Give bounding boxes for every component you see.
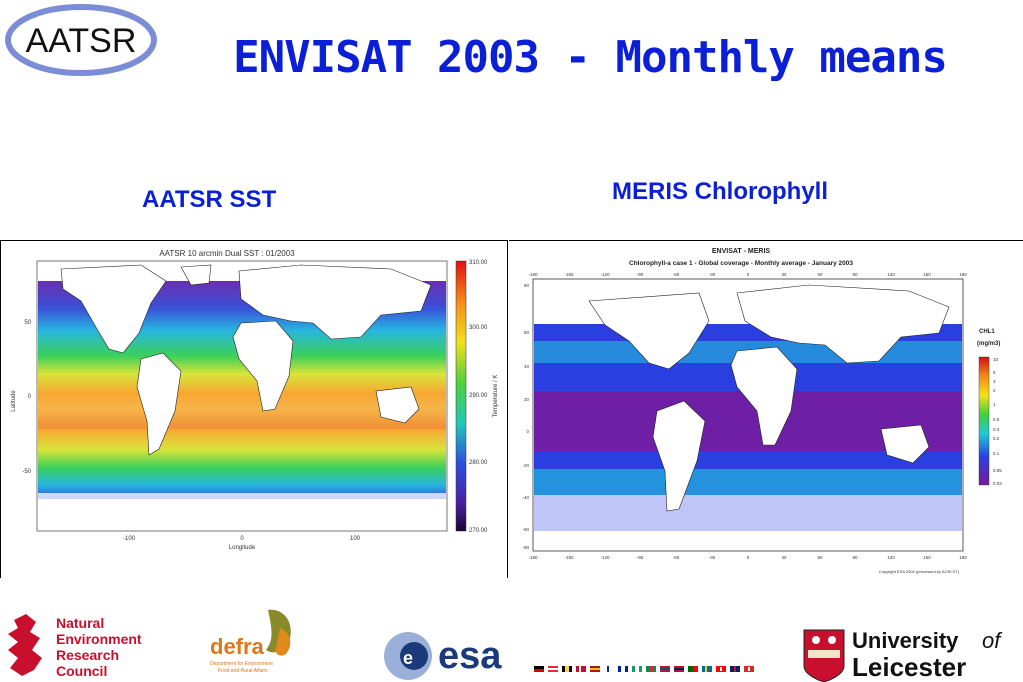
svg-text:90: 90 — [852, 272, 858, 277]
svg-text:120: 120 — [887, 555, 895, 560]
uni-city: Leicester — [852, 652, 966, 682]
svg-text:-90: -90 — [637, 272, 644, 277]
sst-x-tick: -100 — [123, 536, 136, 542]
chl-lon-ticks-bottom: -180 -150 -120 -90 -60 -30 0 30 60 90 12… — [528, 555, 967, 560]
sst-colorbar-tick: 310.00 — [469, 260, 488, 266]
svg-text:10: 10 — [993, 357, 999, 362]
uni-name: University — [852, 628, 959, 653]
svg-text:-150: -150 — [564, 272, 574, 277]
svg-text:-60: -60 — [673, 272, 680, 277]
svg-text:-60: -60 — [522, 527, 529, 532]
svg-text:40: 40 — [524, 364, 530, 369]
svg-text:0.3: 0.3 — [993, 427, 1000, 432]
svg-text:180: 180 — [959, 272, 967, 277]
svg-text:80: 80 — [524, 283, 530, 288]
aatsr-logo: AATSR — [5, 4, 157, 76]
chl-lat-ticks: 80 60 40 20 0 -20 -40 -60 -80 — [522, 283, 529, 550]
sst-x-axis-label: Longitude — [229, 545, 256, 551]
svg-text:3: 3 — [993, 379, 996, 384]
svg-text:5: 5 — [993, 370, 996, 375]
svg-text:-180: -180 — [528, 272, 538, 277]
svg-text:-80: -80 — [522, 545, 529, 550]
svg-text:0: 0 — [747, 555, 750, 560]
svg-text:0: 0 — [526, 429, 529, 434]
defra-subtitle: Food and Rural Affairs — [218, 668, 268, 674]
svg-text:-180: -180 — [528, 555, 538, 560]
svg-text:150: 150 — [923, 555, 931, 560]
svg-text:60: 60 — [817, 555, 823, 560]
svg-text:180: 180 — [959, 555, 967, 560]
leicester-logo: University of Leicester — [803, 628, 1003, 682]
svg-text:60: 60 — [817, 272, 823, 277]
chl-plot-subtitle: Chlorophyll-a case 1 - Global coverage -… — [629, 260, 853, 267]
member-flags-strip — [534, 666, 754, 672]
sst-colorbar-tick: 290.00 — [469, 393, 488, 399]
svg-text:-20: -20 — [522, 463, 529, 468]
sst-x-tick: 0 — [240, 536, 244, 542]
defra-subtitle: Department for Environment — [210, 661, 273, 667]
svg-text:30: 30 — [781, 555, 787, 560]
defra-logo: defra Department for Environment Food an… — [210, 609, 291, 674]
nerc-line: Natural — [56, 615, 104, 631]
chl-colorbar-title: CHL1 — [979, 329, 995, 335]
nerc-line: Environment — [56, 631, 142, 647]
sst-colorbar-tick: 300.00 — [469, 325, 488, 331]
sst-y-tick: 50 — [24, 320, 31, 326]
svg-text:0.1: 0.1 — [993, 451, 1000, 456]
chl-colorbar-unit: (mg/m3) — [977, 341, 1000, 347]
sst-plot-title: AATSR 10 arcmin Dual SST : 01/2003 — [159, 249, 295, 258]
sst-panel-label: AATSR SST — [142, 186, 277, 213]
nerc-line: Research — [56, 647, 119, 663]
svg-text:30: 30 — [781, 272, 787, 277]
svg-text:0.5: 0.5 — [993, 417, 1000, 422]
sst-colorbar-tick: 270.00 — [469, 528, 488, 534]
svg-text:20: 20 — [524, 397, 530, 402]
svg-text:-150: -150 — [564, 555, 574, 560]
nerc-line: Council — [56, 663, 107, 679]
svg-text:-40: -40 — [522, 495, 529, 500]
sst-y-axis-label: Latitude — [11, 390, 17, 412]
svg-text:120: 120 — [887, 272, 895, 277]
chl-plot-title: ENVISAT - MERIS — [712, 248, 771, 255]
nerc-logo: Natural Environment Research Council — [8, 614, 142, 679]
svg-text:150: 150 — [923, 272, 931, 277]
chlorophyll-panel-label: MERIS Chlorophyll — [612, 178, 828, 205]
logo-text: AATSR — [26, 22, 137, 60]
svg-text:e: e — [403, 648, 413, 668]
svg-text:60: 60 — [524, 330, 530, 335]
sst-colorbar-tick: 280.00 — [469, 460, 488, 466]
esa-logo: e esa — [384, 632, 754, 680]
svg-text:-120: -120 — [600, 555, 610, 560]
svg-text:2: 2 — [993, 388, 996, 393]
uni-of: of — [982, 628, 1003, 653]
chl-lon-ticks: -180 -150 -120 -90 -60 -30 0 30 60 90 12… — [528, 272, 967, 277]
svg-text:-120: -120 — [600, 272, 610, 277]
chlorophyll-map-panel: ENVISAT - MERIS Chlorophyll-a case 1 - G… — [509, 240, 1023, 578]
svg-text:-90: -90 — [637, 555, 644, 560]
esa-wordmark: esa — [438, 635, 502, 677]
svg-text:0.2: 0.2 — [993, 436, 1000, 441]
svg-text:0.03: 0.03 — [993, 481, 1002, 486]
footer-logos: Natural Environment Research Council def… — [8, 609, 1003, 682]
sst-y-tick: -50 — [22, 469, 31, 475]
sst-colorbar-label: Temperature / K — [493, 375, 499, 418]
sst-map-panel: AATSR 10 arcmin Dual SST : 01/2003 50 0 … — [0, 240, 508, 578]
sst-map-image: AATSR 10 arcmin Dual SST : 01/2003 50 0 … — [11, 249, 499, 551]
svg-text:-60: -60 — [673, 555, 680, 560]
sst-y-tick: 0 — [28, 394, 32, 400]
chlorophyll-map-image: ENVISAT - MERIS Chlorophyll-a case 1 - G… — [522, 248, 1002, 574]
svg-text:0: 0 — [747, 272, 750, 277]
chl-colorbar-ticks: 10 5 3 2 1 0.5 0.3 0.2 0.1 0.05 0.03 — [993, 357, 1002, 486]
slide-title: ENVISAT 2003 - Monthly means — [233, 32, 948, 83]
svg-text:-30: -30 — [709, 555, 716, 560]
chl-copyright: Copyright ESA 2004 (processed by ACRI-ST… — [879, 569, 960, 574]
svg-text:90: 90 — [852, 555, 858, 560]
svg-text:1: 1 — [993, 402, 996, 407]
defra-wordmark: defra — [210, 634, 265, 659]
sst-x-tick: 100 — [350, 536, 361, 542]
svg-text:-30: -30 — [709, 272, 716, 277]
svg-text:0.05: 0.05 — [993, 468, 1002, 473]
